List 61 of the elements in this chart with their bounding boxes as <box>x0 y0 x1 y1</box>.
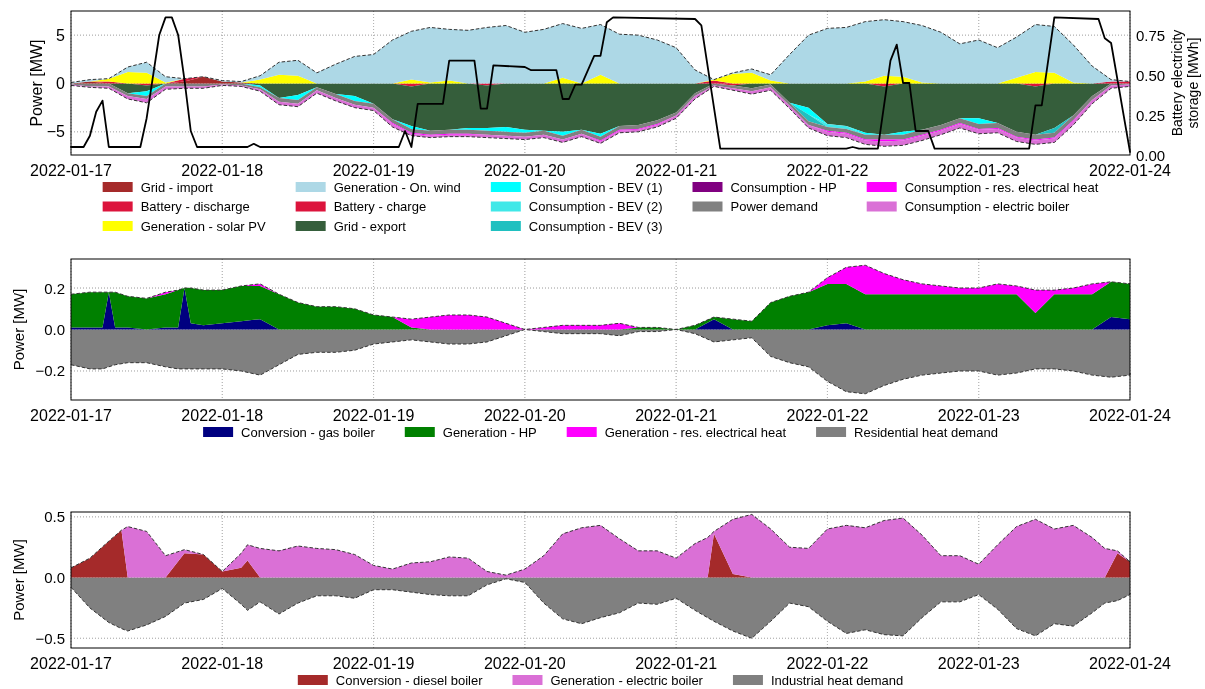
legend-label: Conversion - gas boiler <box>241 424 376 440</box>
legend-label: Battery - charge <box>333 199 427 214</box>
legend-label: Consumption - BEV (3) <box>528 218 663 234</box>
x-tick-label: 2022-01-19 <box>332 406 415 424</box>
y-tick-label: −5 <box>46 123 66 141</box>
x-tick-label: 2022-01-22 <box>786 161 869 179</box>
y-tick-label: −0.2 <box>35 362 65 380</box>
y2-tick-label: 0.00 <box>1136 146 1166 164</box>
legend-label: Battery - discharge <box>140 199 250 214</box>
y2-axis-title: Battery electricity storage [MWh] <box>1169 29 1201 137</box>
legend-label: Consumption - electric boiler <box>904 199 1071 214</box>
legend-label: Grid - import <box>140 179 214 195</box>
legend-label: Generation - HP <box>442 424 537 440</box>
y-axis-title: Power [MW] <box>9 539 27 621</box>
x-tick-label: 2022-01-21 <box>635 654 718 672</box>
x-tick-label: 2022-01-22 <box>786 406 869 424</box>
x-tick-label: 2022-01-24 <box>1089 406 1172 424</box>
x-tick-label: 2022-01-18 <box>181 654 264 672</box>
legend-label: Consumption - BEV (2) <box>528 199 663 214</box>
y2-tick-label: 0.75 <box>1136 26 1166 44</box>
legend-label: Consumption - HP <box>730 179 837 195</box>
x-tick-label: 2022-01-19 <box>332 161 415 179</box>
y-tick-label: 0.2 <box>44 279 65 297</box>
legend-label: Generation - On. wind <box>333 179 461 195</box>
y-tick-label: −0.5 <box>35 629 65 647</box>
y-axis-title: Power [MW] <box>9 288 27 371</box>
x-tick-label: 2022-01-20 <box>483 406 566 424</box>
x-tick-label: 2022-01-24 <box>1089 161 1172 179</box>
legend-label: Generation - solar PV <box>140 218 266 234</box>
legend-label: Consumption - BEV (1) <box>528 179 663 195</box>
legend-label: Generation - res. electrical heat <box>604 424 787 440</box>
legend-label: Industrial heat demand <box>770 672 904 688</box>
legend-label: Power demand <box>730 199 818 214</box>
legend-label: Residential heat demand <box>854 424 998 440</box>
legend-label: Generation - electric boiler <box>550 672 704 688</box>
x-tick-label: 2022-01-21 <box>635 161 718 179</box>
y2-tick-label: 0.25 <box>1136 106 1166 124</box>
x-tick-label: 2022-01-23 <box>937 161 1020 179</box>
x-tick-label: 2022-01-17 <box>30 161 113 179</box>
y-tick-label: 0.5 <box>44 508 65 526</box>
y-axis-title: Power [MW] <box>27 39 45 127</box>
x-tick-label: 2022-01-21 <box>635 406 718 424</box>
x-tick-label: 2022-01-23 <box>937 654 1020 672</box>
y-tick-label: 0 <box>56 74 66 92</box>
legend-label: Conversion - diesel boiler <box>335 672 484 688</box>
x-tick-label: 2022-01-17 <box>30 654 113 672</box>
y-tick-label: 5 <box>56 26 66 44</box>
x-tick-label: 2022-01-20 <box>483 654 566 672</box>
x-tick-label: 2022-01-24 <box>1089 654 1172 672</box>
legend-label: Consumption - res. electrical heat <box>904 179 1099 195</box>
legend-label: Grid - export <box>333 218 407 234</box>
x-tick-label: 2022-01-19 <box>332 654 415 672</box>
y-tick-label: 0.0 <box>44 321 65 338</box>
x-tick-label: 2022-01-18 <box>181 161 264 179</box>
x-tick-label: 2022-01-20 <box>483 161 566 179</box>
y-tick-label: 0.0 <box>44 569 65 587</box>
x-tick-label: 2022-01-18 <box>181 406 264 424</box>
y2-tick-label: 0.50 <box>1136 66 1166 84</box>
x-tick-label: 2022-01-23 <box>937 406 1020 424</box>
x-tick-label: 2022-01-22 <box>786 654 869 672</box>
x-tick-label: 2022-01-17 <box>30 406 113 424</box>
